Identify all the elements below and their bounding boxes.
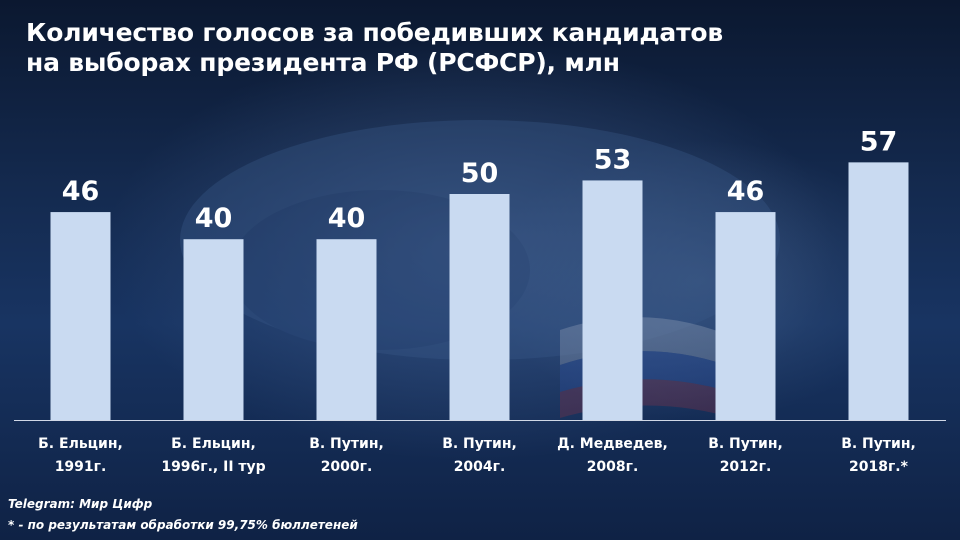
source-credit: Telegram: Мир Цифр bbox=[8, 497, 153, 511]
value-label-1: 40 bbox=[195, 203, 233, 234]
footnote: * - по результатам обработки 99,75% бюлл… bbox=[8, 518, 358, 532]
chart-title-line-2: на выборах президента РФ (РСФСР), млн bbox=[26, 48, 620, 77]
chart-title: Количество голосов за победивших кандида… bbox=[26, 18, 926, 78]
category-label-0-line-1: 1991г. bbox=[54, 459, 107, 475]
category-label-3-line-0: В. Путин, bbox=[442, 436, 517, 452]
category-label-2-line-0: В. Путин, bbox=[309, 436, 384, 452]
value-label-3: 50 bbox=[461, 158, 499, 189]
value-label-0: 46 bbox=[62, 176, 100, 207]
category-label-3-line-1: 2004г. bbox=[453, 459, 506, 475]
category-label-1-line-0: Б. Ельцин, bbox=[171, 436, 256, 452]
category-label-0-line-0: Б. Ельцин, bbox=[38, 436, 123, 452]
bar-3 bbox=[449, 194, 510, 420]
category-label-2: В. Путин, 2000г. bbox=[277, 433, 417, 479]
bar-0 bbox=[50, 212, 111, 420]
category-label-5-line-0: В. Путин, bbox=[708, 436, 783, 452]
category-label-3: В. Путин, 2004г. bbox=[410, 433, 550, 479]
category-label-5: В. Путин, 2012г. bbox=[676, 433, 816, 479]
category-label-1-line-1: 1996г., II тур bbox=[161, 459, 266, 475]
value-label-4: 53 bbox=[594, 144, 632, 175]
bar-4 bbox=[582, 180, 643, 420]
bar-5 bbox=[715, 212, 776, 420]
category-label-2-line-1: 2000г. bbox=[320, 459, 373, 475]
category-label-1: Б. Ельцин, 1996г., II тур bbox=[144, 433, 284, 479]
category-label-4-line-0: Д. Медведев, bbox=[557, 436, 668, 452]
bar-1 bbox=[183, 239, 244, 420]
category-label-6: В. Путин, 2018г.* bbox=[809, 433, 949, 479]
category-label-4: Д. Медведев, 2008г. bbox=[543, 433, 683, 479]
category-label-6-line-0: В. Путин, bbox=[841, 436, 916, 452]
value-label-2: 40 bbox=[328, 203, 366, 234]
category-label-4-line-1: 2008г. bbox=[586, 459, 639, 475]
value-label-6: 57 bbox=[860, 126, 898, 157]
value-label-5: 46 bbox=[727, 176, 765, 207]
category-label-0: Б. Ельцин, 1991г. bbox=[11, 433, 151, 479]
category-label-5-line-1: 2012г. bbox=[719, 459, 772, 475]
bar-6 bbox=[848, 162, 909, 421]
category-label-6-line-1: 2018г.* bbox=[849, 459, 908, 475]
bar-2 bbox=[316, 239, 377, 420]
footer: Telegram: Мир Цифр * - по результатам об… bbox=[8, 494, 358, 536]
chart-title-line-1: Количество голосов за победивших кандида… bbox=[26, 18, 723, 47]
